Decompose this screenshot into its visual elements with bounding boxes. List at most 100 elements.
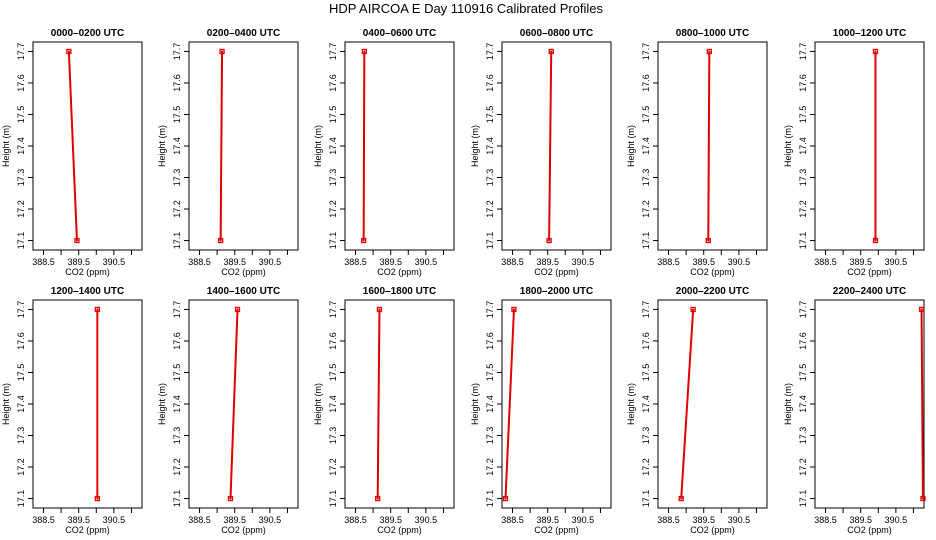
- y-tick-label: 17.5: [641, 364, 651, 382]
- profile-line: [219, 50, 224, 242]
- x-tick-label: 390.5: [572, 515, 595, 525]
- data-point: [217, 237, 224, 244]
- x-tick-label: 388.5: [32, 515, 55, 525]
- x-axis-label: CO2 (ppm): [847, 525, 892, 535]
- profile-line: [707, 50, 711, 242]
- y-tick-label: 17.1: [328, 490, 338, 508]
- y-tick-label: 17.4: [328, 137, 338, 155]
- y-tick-label: 17.7: [172, 301, 182, 319]
- data-point: [546, 237, 552, 244]
- y-tick-label: 17.2: [485, 458, 495, 476]
- profile-line: [362, 50, 366, 242]
- data-point: [74, 237, 80, 244]
- data-point: [376, 306, 383, 313]
- plot-frame: [657, 299, 768, 509]
- x-tick-label: 388.5: [657, 257, 680, 267]
- x-axis-label: CO2 (ppm): [690, 525, 735, 535]
- y-tick-label: 17.3: [328, 169, 338, 187]
- x-tick-label: 390.5: [728, 257, 751, 267]
- panel-title: 0600–0800 UTC: [520, 28, 593, 39]
- y-tick-label: 17.1: [16, 490, 26, 508]
- y-tick-label: 17.3: [16, 169, 26, 187]
- x-axis-label: CO2 (ppm): [534, 525, 579, 535]
- y-tick-label: 17.1: [172, 490, 182, 508]
- y-axis-label: Height (m): [1, 125, 11, 167]
- y-tick-label: 17.7: [485, 43, 495, 61]
- profile-line: [920, 308, 924, 500]
- plot-frame: [344, 299, 455, 509]
- x-tick-label: 390.5: [415, 257, 438, 267]
- y-tick-label: 17.3: [641, 169, 651, 187]
- data-point: [678, 495, 684, 502]
- x-tick-label: 388.5: [814, 515, 837, 525]
- panel-title: 0000–0200 UTC: [51, 28, 124, 39]
- y-tick-label: 17.4: [641, 395, 651, 413]
- y-tick-label: 17.1: [641, 232, 651, 250]
- panel-12: 2200–2400 UTC 388.5 389.5 390.5 17.1 17.2 17.3…: [783, 286, 926, 535]
- panel-title: 1600–1800 UTC: [363, 286, 436, 297]
- profile-line: [67, 50, 78, 242]
- y-tick-label: 17.6: [798, 332, 808, 350]
- y-tick-label: 17.2: [798, 458, 808, 476]
- x-tick-label: 389.5: [379, 257, 402, 267]
- x-tick-label: 390.5: [103, 257, 126, 267]
- x-tick-label: 389.5: [849, 257, 872, 267]
- panel-title: 0200–0400 UTC: [207, 28, 280, 39]
- x-tick-label: 389.5: [849, 515, 872, 525]
- x-tick-label: 388.5: [814, 257, 837, 267]
- plot-frame: [501, 41, 612, 251]
- y-tick-label: 17.2: [641, 458, 651, 476]
- panel-11: 2000–2200 UTC 388.5 389.5 390.5 17.1 17.2 17.3…: [626, 286, 768, 535]
- panel-4: 0600–0800 UTC 388.5 389.5 390.5 17.1 17.2 17.3…: [470, 28, 612, 277]
- data-point: [920, 495, 926, 502]
- y-tick-label: 17.1: [16, 232, 26, 250]
- y-tick-label: 17.4: [328, 395, 338, 413]
- data-point: [548, 48, 554, 55]
- data-point: [872, 48, 879, 55]
- y-axis-label: Height (m): [783, 383, 793, 425]
- x-tick-label: 390.5: [728, 515, 751, 525]
- x-tick-label: 389.5: [536, 515, 559, 525]
- y-tick-label: 17.6: [485, 332, 495, 350]
- data-point: [872, 237, 879, 244]
- y-tick-label: 17.7: [16, 43, 26, 61]
- y-tick-label: 17.2: [16, 458, 26, 476]
- x-axis-label: CO2 (ppm): [65, 525, 110, 535]
- y-tick-label: 17.5: [485, 364, 495, 382]
- y-tick-label: 17.7: [328, 43, 338, 61]
- y-tick-label: 17.7: [641, 301, 651, 319]
- y-tick-label: 17.4: [485, 137, 495, 155]
- y-tick-label: 17.4: [172, 395, 182, 413]
- y-tick-label: 17.3: [485, 427, 495, 445]
- y-axis-label: Height (m): [1, 383, 11, 425]
- figure-title: HDP AIRCOA E Day 110916 Calibrated Profi…: [329, 1, 604, 16]
- y-tick-label: 17.5: [798, 364, 808, 382]
- panel-6: 1000–1200 UTC 388.5 389.5 390.5 17.1 17.2 17.3…: [783, 28, 925, 277]
- panel-title: 1000–1200 UTC: [833, 28, 906, 39]
- data-point: [690, 306, 696, 313]
- y-tick-label: 17.4: [16, 395, 26, 413]
- panel-8: 1400–1600 UTC 388.5 389.5 390.5 17.1 17.2 17.3…: [157, 286, 299, 535]
- x-tick-label: 390.5: [103, 515, 126, 525]
- x-tick-label: 390.5: [885, 257, 908, 267]
- panel-title: 0800–1000 UTC: [676, 28, 749, 39]
- y-tick-label: 17.6: [16, 332, 26, 350]
- y-tick-label: 17.4: [172, 137, 182, 155]
- y-tick-label: 17.3: [172, 427, 182, 445]
- x-tick-label: 389.5: [536, 257, 559, 267]
- y-tick-label: 17.6: [172, 74, 182, 92]
- data-point: [706, 48, 712, 55]
- plot-frame: [344, 41, 455, 251]
- plot-frame: [814, 41, 925, 251]
- y-axis-label: Height (m): [157, 125, 167, 167]
- profile-line: [504, 308, 515, 500]
- y-tick-label: 17.2: [172, 200, 182, 218]
- y-tick-label: 17.3: [328, 427, 338, 445]
- y-tick-label: 17.2: [485, 200, 495, 218]
- panels-grid: 0000–0200 UTC 388.5 389.5 390.5 17.1 17.2 17.3…: [1, 28, 926, 535]
- panel-2: 0200–0400 UTC 388.5 389.5 390.5 17.1 17.2 17.3…: [157, 28, 299, 277]
- y-tick-label: 17.1: [485, 232, 495, 250]
- data-point: [511, 306, 517, 313]
- y-tick-label: 17.4: [798, 395, 808, 413]
- data-point: [918, 306, 925, 313]
